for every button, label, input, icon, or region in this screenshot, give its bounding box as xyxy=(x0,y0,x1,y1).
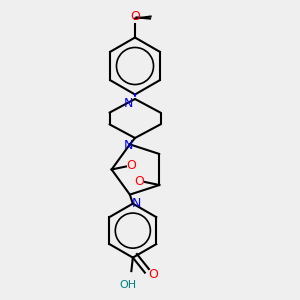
Text: O: O xyxy=(134,175,144,188)
Text: N: N xyxy=(124,97,134,110)
Text: N: N xyxy=(131,197,141,210)
Text: O: O xyxy=(148,268,158,281)
Text: O: O xyxy=(130,10,140,22)
Text: O: O xyxy=(127,159,136,172)
Text: OH: OH xyxy=(120,280,137,290)
Text: N: N xyxy=(124,139,134,152)
